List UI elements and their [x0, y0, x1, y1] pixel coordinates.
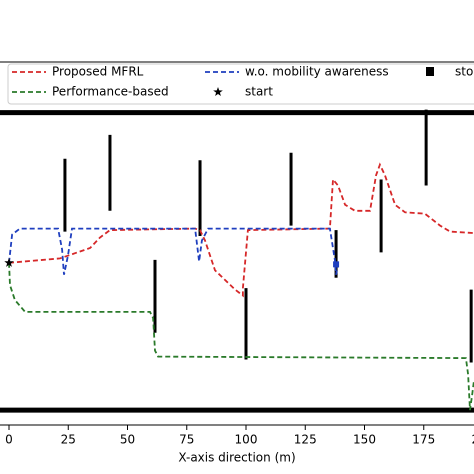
- legend-box: [7, 63, 474, 105]
- x-tick-label: 125: [294, 433, 317, 447]
- legend-label: Performance-based: [52, 85, 169, 99]
- legend-label: sto: [455, 65, 473, 79]
- trajectory: [8, 162, 474, 298]
- start-marker: [4, 257, 14, 267]
- x-tick-label: 150: [353, 433, 376, 447]
- legend-label: w.o. mobility awareness: [245, 65, 389, 79]
- legend-label: start: [245, 85, 273, 99]
- legend-swatch: [426, 67, 434, 76]
- x-tick-label: 200: [472, 433, 474, 447]
- x-tick-label: 175: [412, 433, 435, 447]
- x-tick-label: 0: [5, 433, 13, 447]
- stop-marker: [333, 261, 340, 268]
- trajectory: [8, 227, 339, 275]
- x-tick-label: 100: [235, 433, 258, 447]
- x-tick-label: 75: [179, 433, 194, 447]
- x-axis-label: X-axis direction (m): [178, 451, 295, 465]
- trajectory: [8, 262, 474, 411]
- legend-label: Proposed MFRL: [52, 65, 144, 79]
- legend-swatch: [213, 87, 223, 96]
- x-tick-label: 50: [120, 433, 135, 447]
- x-tick-label: 25: [61, 433, 76, 447]
